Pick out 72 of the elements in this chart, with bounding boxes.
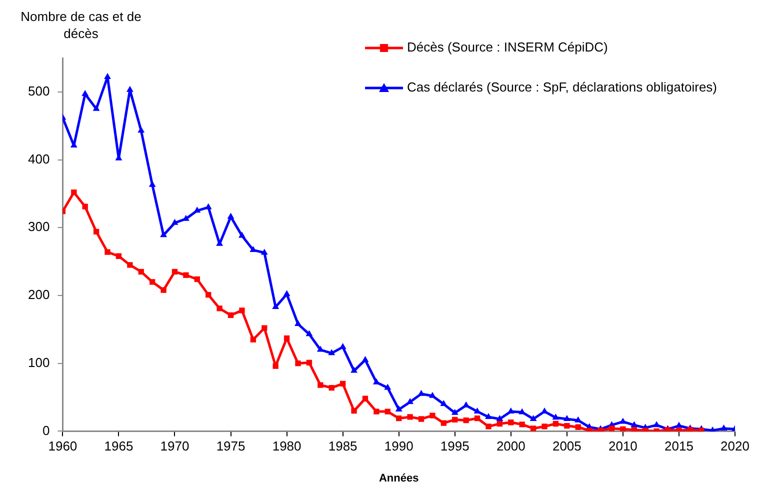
x-tick-label: 2005: [552, 438, 582, 454]
x-tick-label: 1960: [48, 438, 78, 454]
point: [542, 424, 548, 430]
point: [160, 287, 166, 293]
point: [362, 396, 368, 402]
point: [508, 420, 514, 426]
point: [452, 416, 458, 422]
point: [340, 380, 346, 387]
point: [216, 306, 222, 312]
point: [407, 414, 413, 420]
point: [430, 412, 436, 418]
point: [486, 424, 492, 430]
point: [172, 268, 178, 275]
point: [183, 272, 189, 278]
point: [194, 276, 200, 282]
y-tick-label: 300: [28, 219, 50, 234]
x-tick-label: 1965: [104, 438, 134, 454]
y-tick-label: 400: [28, 151, 50, 166]
point: [150, 279, 156, 285]
x-tick-label: 2010: [608, 438, 638, 454]
x-tick-label: 1970: [160, 438, 190, 454]
point: [564, 422, 570, 429]
legend-label: Cas déclarés (Source : SpF, déclarations obligatoires): [407, 80, 718, 95]
x-axis-title: Années: [378, 472, 419, 484]
point: [82, 204, 88, 210]
point: [116, 253, 122, 259]
point: [93, 228, 100, 235]
point: [206, 292, 212, 298]
y-tick-label: 100: [28, 354, 50, 370]
y-tick-label: 200: [28, 287, 50, 302]
x-tick-label: 1990: [384, 438, 414, 454]
y-axis-title: Nombre de cas et de décès: [20, 8, 142, 42]
x-tick-label: 1985: [328, 438, 358, 454]
point: [519, 422, 525, 428]
point: [474, 415, 480, 422]
point: [250, 336, 256, 342]
point: [272, 363, 278, 369]
point: [127, 262, 133, 268]
point: [418, 416, 424, 422]
point: [440, 420, 446, 426]
point: [631, 427, 637, 432]
point: [318, 382, 324, 388]
x-tick-label: 1975: [216, 438, 246, 454]
x-tick-label: 2015: [664, 438, 694, 454]
legend-label: Décès (Source : INSERM CépiDC): [407, 40, 608, 55]
point: [228, 312, 234, 318]
x-tick-label: 1980: [272, 438, 302, 454]
point: [496, 420, 503, 427]
x-tick-label: 2000: [496, 438, 526, 454]
point: [328, 384, 334, 391]
point: [239, 308, 245, 314]
point: [463, 418, 469, 424]
point: [306, 360, 312, 366]
y-tick-label: 0: [42, 422, 50, 438]
point: [552, 420, 559, 427]
point: [575, 424, 581, 430]
point: [620, 426, 626, 432]
point: [530, 426, 536, 432]
point: [71, 190, 77, 196]
y-tick-label: 500: [28, 84, 50, 99]
point: [384, 408, 390, 414]
point: [351, 408, 357, 414]
point: [284, 335, 290, 342]
x-tick-label: 1995: [440, 438, 470, 454]
point: [374, 408, 380, 414]
point: [104, 249, 110, 255]
point: [396, 415, 402, 422]
x-tick-label: 2020: [720, 438, 750, 454]
point: [138, 268, 144, 275]
point: [262, 325, 268, 331]
point: [608, 426, 615, 432]
point: [295, 360, 301, 366]
